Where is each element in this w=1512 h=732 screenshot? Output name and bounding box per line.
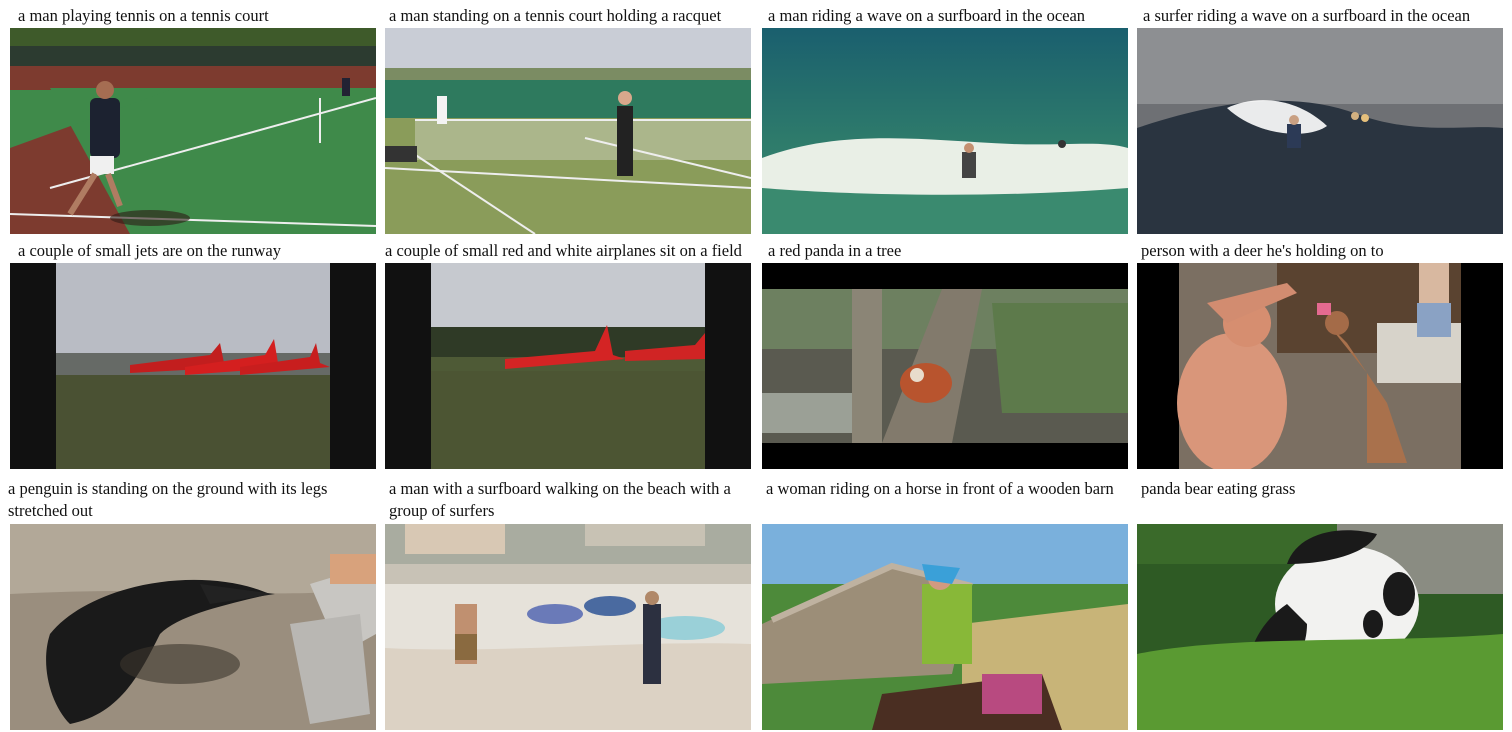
caption: a couple of small red and white airplane… bbox=[385, 241, 742, 260]
caption: a woman riding on a horse in front of a … bbox=[766, 479, 1114, 498]
caption: a penguin is standing on the ground with… bbox=[8, 479, 328, 520]
caption: a red panda in a tree bbox=[768, 241, 902, 260]
caption: a man standing on a tennis court holding… bbox=[389, 6, 722, 25]
caption: a man playing tennis on a tennis court bbox=[18, 6, 269, 25]
video-frame-woman-horse bbox=[762, 524, 1128, 730]
caption: a man with a surfboard walking on the be… bbox=[389, 479, 731, 520]
video-frame-tennis-standing bbox=[385, 28, 751, 234]
video-frame-red-jets bbox=[10, 263, 376, 469]
caption: panda bear eating grass bbox=[1141, 479, 1296, 498]
caption: a couple of small jets are on the runway bbox=[18, 241, 281, 260]
video-frame-surfer-green-wave bbox=[762, 28, 1128, 234]
video-frame-panda bbox=[1137, 524, 1503, 730]
video-frame-red-panda bbox=[762, 263, 1128, 469]
video-frame-tennis-player bbox=[10, 28, 376, 234]
caption: a man riding a wave on a surfboard in th… bbox=[768, 6, 1086, 25]
video-frame-penguin bbox=[10, 524, 376, 730]
caption: person with a deer he's holding on to bbox=[1141, 241, 1384, 260]
video-frame-beach-surfers bbox=[385, 524, 751, 730]
video-frame-red-planes bbox=[385, 263, 751, 469]
video-frame-man-fawn bbox=[1137, 263, 1503, 469]
video-frame-surfer-dark-wave bbox=[1137, 28, 1503, 234]
caption: a surfer riding a wave on a surfboard in… bbox=[1143, 6, 1471, 25]
